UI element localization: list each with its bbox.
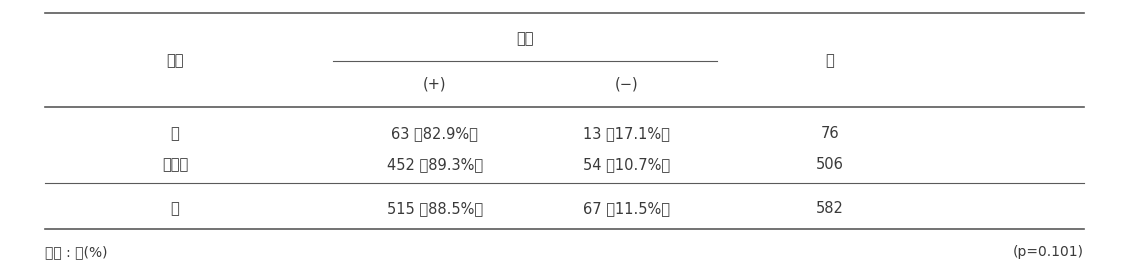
Text: (−): (−) <box>615 76 638 92</box>
Text: 515 （88.5%）: 515 （88.5%） <box>386 201 483 216</box>
Text: 54 （10.7%）: 54 （10.7%） <box>583 157 671 172</box>
Text: 단위 : 명(%): 단위 : 명(%) <box>45 245 107 259</box>
Text: 63 （82.9%）: 63 （82.9%） <box>392 126 478 141</box>
Text: 67 （11.5%）: 67 （11.5%） <box>583 201 671 216</box>
Text: 13 （17.1%）: 13 （17.1%） <box>584 126 669 141</box>
Text: 아니오: 아니오 <box>161 157 189 172</box>
Text: 예: 예 <box>170 126 180 141</box>
Text: 76: 76 <box>821 126 839 141</box>
Text: (+): (+) <box>423 76 446 92</box>
Text: 흡연: 흡연 <box>166 53 184 68</box>
Text: 506: 506 <box>816 157 843 172</box>
Text: 계: 계 <box>825 53 834 68</box>
Text: (p=0.101): (p=0.101) <box>1013 245 1084 259</box>
Text: 계: 계 <box>170 201 180 216</box>
Text: 582: 582 <box>816 201 843 216</box>
Text: 452 （89.3%）: 452 （89.3%） <box>386 157 483 172</box>
Text: 항체: 항체 <box>516 31 534 46</box>
